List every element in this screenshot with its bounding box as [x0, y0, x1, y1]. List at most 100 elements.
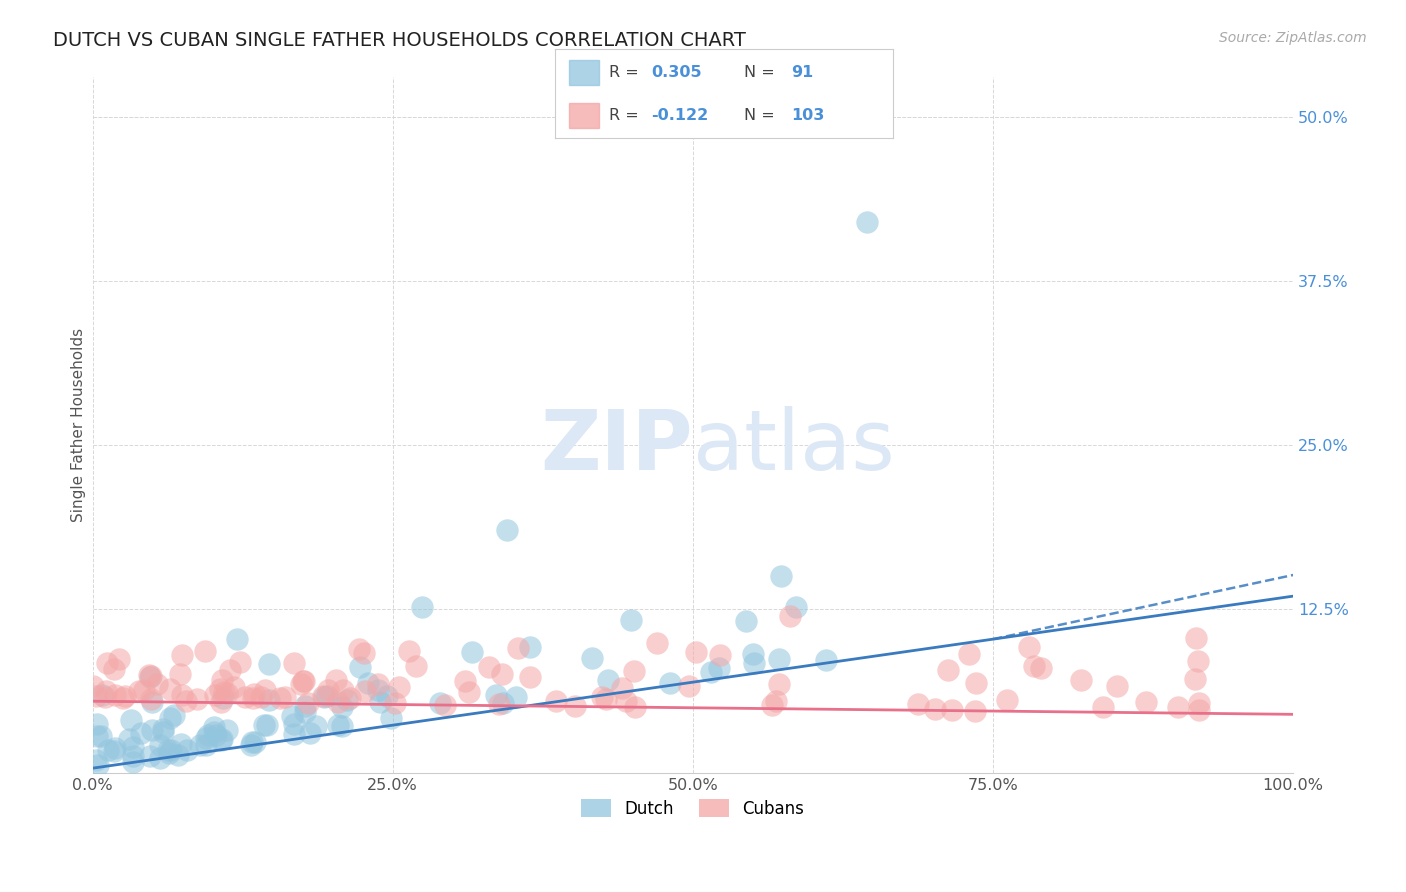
Point: [769, 568, 792, 582]
Point: [1187, 696, 1209, 710]
Point: [128, 684, 150, 698]
Point: [194, 643, 217, 657]
Point: [398, 644, 420, 658]
Point: [856, 215, 879, 229]
Point: [94, 690, 117, 704]
Point: [965, 675, 987, 690]
Point: [170, 648, 193, 662]
Text: 0.305: 0.305: [651, 65, 702, 79]
Point: [82, 680, 104, 694]
Point: [209, 694, 232, 708]
Point: [457, 685, 479, 699]
Point: [96, 656, 118, 670]
Point: [249, 690, 271, 704]
Point: [233, 690, 256, 704]
Point: [169, 667, 191, 681]
Point: [86, 717, 108, 731]
Point: [596, 673, 619, 688]
Point: [138, 668, 160, 682]
Point: [167, 747, 190, 762]
Point: [139, 670, 162, 684]
Point: [202, 725, 225, 739]
Point: [209, 732, 232, 747]
Y-axis label: Single Father Households: Single Father Households: [72, 328, 86, 523]
Point: [205, 728, 228, 742]
Point: [367, 676, 389, 690]
Point: [103, 662, 125, 676]
Point: [222, 680, 245, 694]
Point: [97, 742, 120, 756]
Point: [283, 717, 305, 731]
Point: [120, 714, 142, 728]
Point: [141, 695, 163, 709]
Point: [700, 665, 723, 679]
Point: [367, 683, 389, 698]
Point: [274, 690, 297, 705]
Point: [259, 657, 281, 671]
Point: [141, 723, 163, 738]
Point: [354, 684, 377, 698]
Point: [174, 693, 197, 707]
Point: [197, 728, 219, 742]
Point: [349, 660, 371, 674]
Point: [172, 688, 194, 702]
Point: [292, 673, 315, 688]
Point: [330, 719, 353, 733]
Point: [242, 734, 264, 748]
Point: [132, 682, 155, 697]
Point: [1105, 679, 1128, 693]
Point: [283, 727, 305, 741]
Point: [316, 682, 339, 697]
Point: [353, 646, 375, 660]
Point: [1029, 661, 1052, 675]
Point: [1024, 659, 1046, 673]
Text: N =: N =: [744, 65, 780, 79]
Point: [936, 663, 959, 677]
Text: -0.122: -0.122: [651, 108, 709, 122]
Point: [965, 704, 987, 718]
Text: atlas: atlas: [693, 406, 894, 487]
Point: [294, 699, 316, 714]
Point: [219, 663, 242, 677]
Point: [779, 608, 801, 623]
Text: 91: 91: [792, 65, 814, 79]
Point: [186, 692, 208, 706]
Point: [765, 694, 787, 708]
Point: [678, 679, 700, 693]
Point: [157, 746, 180, 760]
Point: [645, 636, 668, 650]
Bar: [569, 103, 599, 128]
Point: [139, 692, 162, 706]
Point: [519, 670, 541, 684]
Point: [349, 641, 371, 656]
Point: [491, 667, 513, 681]
Point: [91, 688, 114, 702]
Point: [380, 710, 402, 724]
Point: [325, 673, 347, 687]
Point: [312, 690, 335, 704]
Point: [610, 681, 633, 695]
Point: [226, 632, 249, 646]
Point: [591, 690, 613, 704]
Point: [1184, 631, 1206, 645]
Point: [460, 645, 482, 659]
Point: [108, 652, 131, 666]
Point: [242, 691, 264, 706]
Point: [368, 695, 391, 709]
Point: [122, 755, 145, 769]
Point: [1188, 703, 1211, 717]
Point: [768, 651, 790, 665]
Point: [328, 718, 350, 732]
Text: DUTCH VS CUBAN SINGLE FATHER HOUSEHOLDS CORRELATION CHART: DUTCH VS CUBAN SINGLE FATHER HOUSEHOLDS …: [53, 31, 747, 50]
Point: [281, 709, 304, 723]
Point: [495, 524, 517, 538]
Point: [505, 690, 527, 705]
Point: [519, 640, 541, 654]
Point: [995, 693, 1018, 707]
Point: [624, 699, 647, 714]
Point: [176, 743, 198, 757]
Point: [620, 613, 643, 627]
Point: [434, 698, 457, 712]
Point: [709, 648, 731, 662]
Point: [546, 694, 568, 708]
